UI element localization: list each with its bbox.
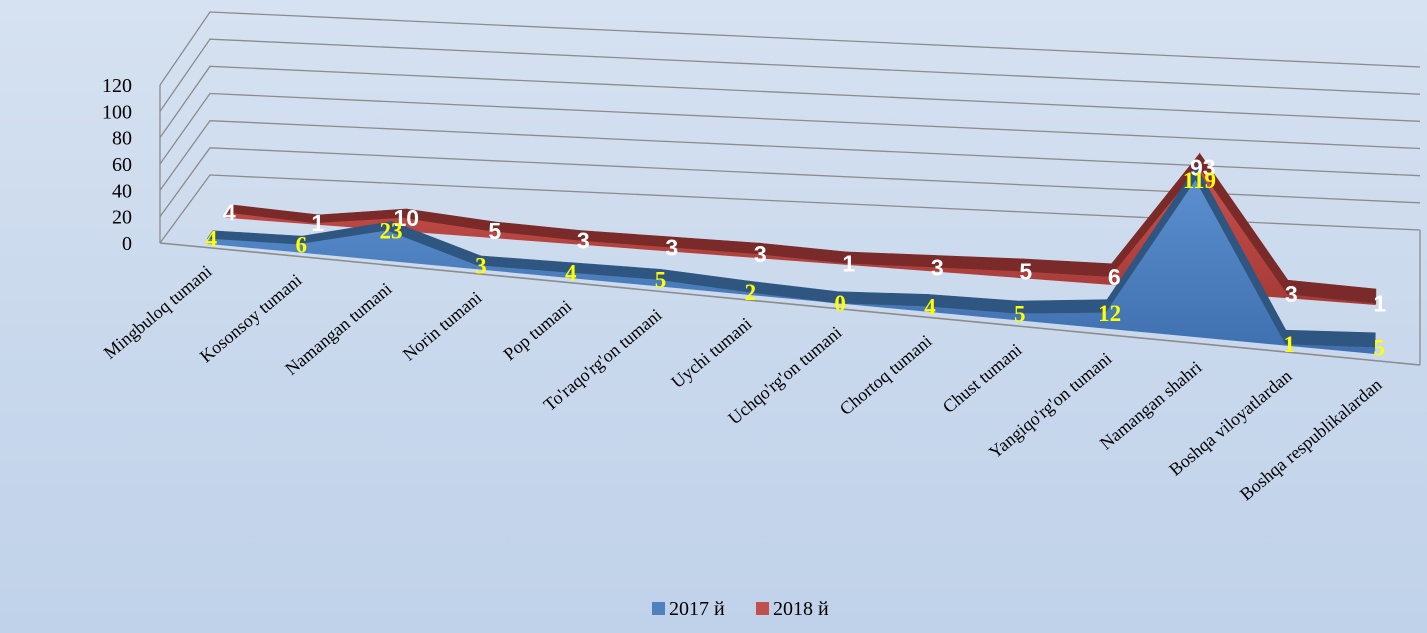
series-2017-ribbon-segment xyxy=(1284,329,1376,348)
series-2017-area xyxy=(207,180,1376,355)
gridline xyxy=(159,120,1421,191)
data-label-2018: 3 xyxy=(577,228,590,254)
data-label-2018: 3 xyxy=(665,234,678,260)
data-label-2017: 23 xyxy=(380,218,403,243)
data-label-2018: 93 xyxy=(1190,154,1216,180)
data-label-2018: 1 xyxy=(311,210,324,236)
category-label: Kosonsoy tumani xyxy=(196,270,306,367)
gridline xyxy=(159,38,1421,112)
category-label: Uychi tumani xyxy=(667,313,755,392)
gridline xyxy=(159,65,1421,139)
data-label-2017: 4 xyxy=(924,294,936,319)
data-label-2018: 1 xyxy=(842,250,855,276)
series-2017-ribbon-segment xyxy=(745,280,840,304)
data-label-2017: 6 xyxy=(295,232,307,257)
data-label-2018: 1 xyxy=(1373,291,1386,317)
data-label-2017: 5 xyxy=(1014,302,1026,327)
category-label: Mingbuloq tumani xyxy=(100,261,216,363)
data-label-2018: 3 xyxy=(931,254,944,280)
gridline xyxy=(159,11,1421,86)
data-label-2018: 6 xyxy=(1108,264,1121,290)
series-2017-ribbon-segment xyxy=(1015,299,1108,314)
data-label-2017: 1 xyxy=(1284,332,1296,357)
data-label-2018: 5 xyxy=(488,218,501,244)
data-label-2017: 4 xyxy=(565,260,577,285)
data-label-2018: 3 xyxy=(754,241,767,267)
gridline xyxy=(159,174,1421,244)
data-label-2017: 2 xyxy=(745,280,757,305)
x-axis-line xyxy=(159,242,1421,366)
category-label: Namangan shahri xyxy=(1096,357,1206,454)
data-label-2018: 4 xyxy=(223,199,236,225)
category-label: Chust tumani xyxy=(939,340,1026,417)
gridline xyxy=(159,92,1421,165)
data-label-2017: 12 xyxy=(1098,301,1121,326)
data-label-2018: 10 xyxy=(393,205,419,231)
y-tick-label: 40 xyxy=(112,180,132,202)
y-tick-label: 100 xyxy=(102,101,132,123)
y-tick-label: 80 xyxy=(112,128,132,150)
y-tick-label: 20 xyxy=(112,207,132,229)
legend-label-2017: 2017 й xyxy=(669,598,725,620)
category-label: Pop tumani xyxy=(500,296,576,364)
y-tick-label: 0 xyxy=(122,233,132,255)
category-label: Norin tumani xyxy=(399,287,486,364)
data-label-2017: 119 xyxy=(1183,168,1216,193)
data-label-2017: 5 xyxy=(655,268,667,293)
data-label-2017: 5 xyxy=(1373,335,1385,360)
data-label-2017: 4 xyxy=(206,227,218,252)
gridline xyxy=(159,147,1421,218)
data-label-2017: 3 xyxy=(475,253,487,278)
data-label-2018: 3 xyxy=(1285,281,1298,307)
y-tick-label: 120 xyxy=(102,75,132,97)
data-label-2017: 0 xyxy=(834,291,846,316)
data-label-2018: 5 xyxy=(1019,258,1032,284)
legend-swatch-2018 xyxy=(756,602,769,615)
y-tick-label: 60 xyxy=(112,154,132,176)
legend-swatch-2017 xyxy=(652,602,665,615)
category-label: Namangan tumani xyxy=(281,279,395,379)
category-label: Chortoq tumani xyxy=(836,331,936,419)
legend-label-2018: 2018 й xyxy=(773,598,829,620)
